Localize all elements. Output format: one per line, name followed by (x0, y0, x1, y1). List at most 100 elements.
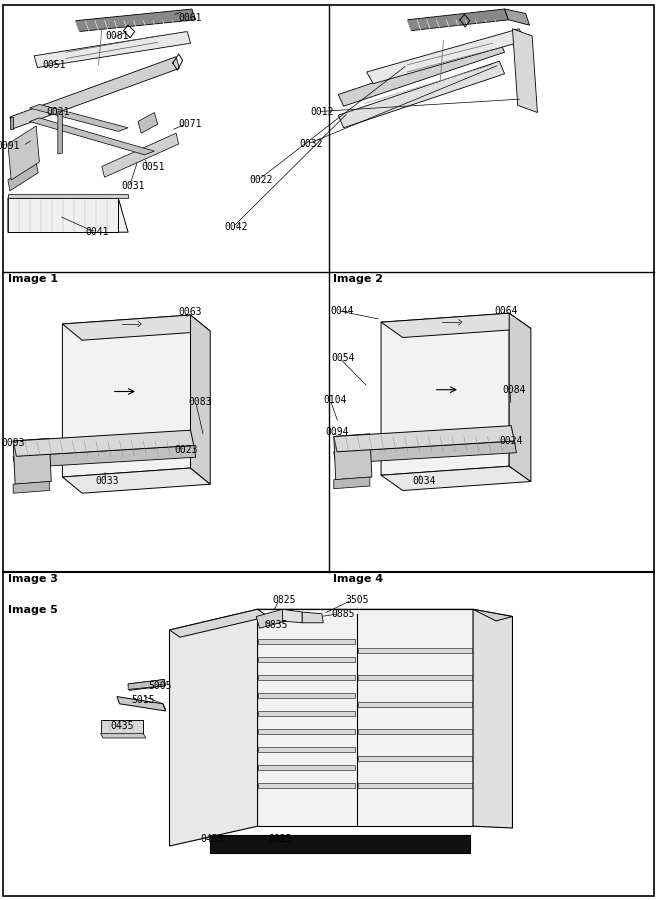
Polygon shape (473, 609, 512, 828)
Polygon shape (512, 29, 537, 112)
Polygon shape (8, 194, 128, 198)
Polygon shape (334, 426, 514, 452)
Polygon shape (256, 609, 286, 628)
Text: 0034: 0034 (412, 476, 436, 487)
Polygon shape (381, 313, 509, 475)
Text: 0071: 0071 (179, 119, 202, 130)
Text: 0885: 0885 (332, 608, 355, 619)
Polygon shape (210, 835, 470, 853)
Text: Image 3: Image 3 (8, 574, 58, 584)
Polygon shape (10, 57, 179, 129)
Polygon shape (338, 40, 505, 106)
Polygon shape (102, 133, 179, 177)
Text: 0032: 0032 (299, 139, 323, 149)
Polygon shape (62, 468, 210, 493)
Text: Image 5: Image 5 (8, 605, 58, 615)
Polygon shape (117, 697, 166, 711)
Polygon shape (509, 313, 531, 482)
Text: 0044: 0044 (330, 305, 353, 316)
Polygon shape (13, 446, 196, 468)
Text: 5005: 5005 (148, 680, 171, 691)
Polygon shape (13, 482, 49, 493)
Polygon shape (258, 729, 355, 733)
Polygon shape (358, 729, 472, 733)
Polygon shape (256, 609, 473, 826)
Text: 0061: 0061 (179, 13, 202, 23)
Text: 0023: 0023 (174, 445, 198, 455)
Polygon shape (8, 198, 118, 232)
Polygon shape (128, 680, 166, 690)
Polygon shape (191, 315, 210, 484)
Polygon shape (10, 117, 13, 129)
Polygon shape (258, 693, 355, 698)
Polygon shape (258, 783, 355, 788)
Polygon shape (334, 434, 372, 480)
Polygon shape (258, 675, 355, 680)
Polygon shape (334, 441, 516, 464)
Polygon shape (13, 438, 51, 484)
Polygon shape (128, 680, 164, 689)
Text: 0093: 0093 (1, 437, 25, 448)
Text: 0042: 0042 (225, 221, 248, 232)
Polygon shape (283, 609, 302, 623)
Text: 0094: 0094 (325, 427, 349, 437)
Text: 0051: 0051 (141, 161, 165, 172)
Text: 0022: 0022 (250, 175, 273, 185)
Polygon shape (30, 118, 154, 155)
Text: 3505: 3505 (345, 595, 369, 606)
Text: 0084: 0084 (503, 384, 526, 395)
Polygon shape (302, 612, 323, 623)
Text: 0091: 0091 (0, 140, 20, 151)
Polygon shape (358, 648, 472, 652)
Text: 5015: 5015 (131, 695, 155, 706)
Polygon shape (473, 609, 512, 621)
Polygon shape (76, 9, 196, 32)
Text: 0104: 0104 (323, 395, 347, 406)
Polygon shape (381, 466, 531, 490)
Polygon shape (62, 315, 210, 340)
Polygon shape (58, 111, 62, 154)
Text: 0051: 0051 (42, 59, 66, 70)
Text: 0021: 0021 (46, 106, 70, 117)
Polygon shape (358, 756, 472, 760)
Text: 0825: 0825 (273, 595, 296, 606)
Text: 0025: 0025 (269, 833, 292, 844)
Text: Image 4: Image 4 (333, 574, 383, 584)
Polygon shape (258, 711, 355, 716)
Text: 0024: 0024 (499, 436, 523, 446)
Polygon shape (30, 104, 128, 131)
Text: 0054: 0054 (332, 353, 355, 364)
Polygon shape (358, 783, 472, 788)
Polygon shape (505, 9, 530, 25)
Polygon shape (101, 720, 143, 733)
Polygon shape (258, 639, 355, 644)
Polygon shape (8, 198, 128, 232)
Text: Image 1: Image 1 (8, 274, 58, 284)
Polygon shape (338, 61, 505, 128)
Polygon shape (8, 162, 38, 191)
Text: 0031: 0031 (121, 181, 145, 192)
Text: 0064: 0064 (494, 305, 518, 316)
Polygon shape (62, 315, 191, 477)
Polygon shape (170, 609, 258, 846)
Text: 0012: 0012 (310, 106, 334, 117)
Text: 0063: 0063 (179, 307, 202, 318)
Polygon shape (407, 9, 509, 31)
Text: 0435: 0435 (110, 721, 134, 732)
Polygon shape (170, 609, 268, 637)
Polygon shape (8, 126, 39, 180)
Polygon shape (358, 702, 472, 706)
Text: 0033: 0033 (95, 476, 119, 487)
Text: 0083: 0083 (189, 397, 212, 408)
Polygon shape (13, 430, 194, 456)
Polygon shape (473, 609, 496, 826)
Text: 0081: 0081 (105, 31, 129, 41)
Text: 0041: 0041 (85, 227, 109, 238)
Polygon shape (256, 609, 496, 621)
Polygon shape (381, 313, 531, 338)
Polygon shape (258, 747, 355, 752)
Polygon shape (334, 477, 370, 489)
Polygon shape (101, 734, 146, 738)
Text: 0455: 0455 (200, 833, 224, 844)
Polygon shape (34, 32, 191, 68)
